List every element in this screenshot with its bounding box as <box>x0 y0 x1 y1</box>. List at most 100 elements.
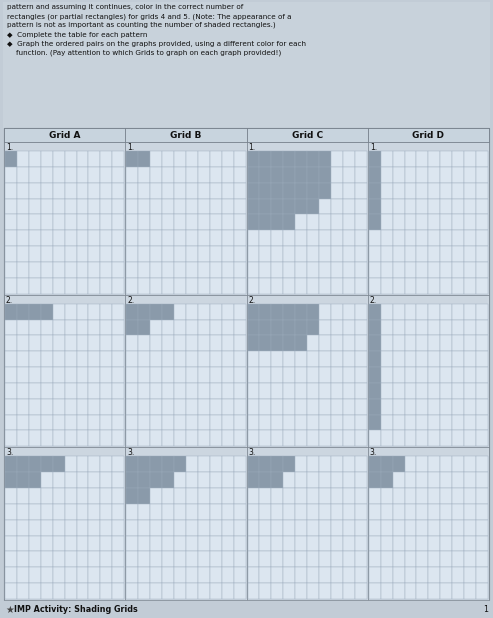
Bar <box>88 583 101 599</box>
Bar <box>476 320 488 336</box>
Bar <box>464 488 476 504</box>
Bar <box>392 167 405 183</box>
Bar <box>283 567 295 583</box>
Bar <box>369 198 381 214</box>
Bar <box>162 504 174 520</box>
Bar <box>319 167 331 183</box>
Bar <box>295 536 307 551</box>
Bar <box>174 567 186 583</box>
Bar <box>343 351 355 367</box>
Bar <box>138 472 150 488</box>
Bar <box>405 488 417 504</box>
Bar <box>174 198 186 214</box>
Bar <box>464 399 476 415</box>
Bar <box>198 520 210 536</box>
Bar <box>88 431 101 446</box>
Bar <box>307 167 319 183</box>
Bar <box>392 415 405 431</box>
Bar <box>198 198 210 214</box>
Bar <box>5 303 17 320</box>
Bar <box>234 367 246 383</box>
Bar <box>65 198 76 214</box>
Bar <box>186 262 198 278</box>
Bar <box>464 520 476 536</box>
Bar <box>331 567 343 583</box>
Bar <box>295 583 307 599</box>
Bar <box>405 278 417 294</box>
Bar <box>53 351 65 367</box>
Bar <box>307 431 319 446</box>
Bar <box>259 536 271 551</box>
Bar <box>65 551 76 567</box>
Bar <box>101 278 112 294</box>
Bar <box>369 415 381 431</box>
Bar <box>319 351 331 367</box>
Bar <box>186 246 198 262</box>
Bar <box>101 567 112 583</box>
Bar <box>440 278 452 294</box>
Bar <box>307 367 319 383</box>
Bar <box>112 567 124 583</box>
Bar <box>65 431 76 446</box>
Bar <box>247 488 259 504</box>
Bar <box>174 399 186 415</box>
Bar <box>428 520 440 536</box>
Bar <box>138 351 150 367</box>
Bar <box>259 231 271 246</box>
Bar <box>101 536 112 551</box>
Bar <box>247 246 259 262</box>
Bar <box>307 183 319 198</box>
Bar <box>319 383 331 399</box>
Bar <box>150 551 162 567</box>
Bar <box>355 183 367 198</box>
Bar <box>259 246 271 262</box>
Bar <box>29 336 41 351</box>
Bar <box>17 151 29 167</box>
Bar <box>259 415 271 431</box>
Bar <box>198 472 210 488</box>
Bar <box>5 246 17 262</box>
Bar <box>112 198 124 214</box>
Bar <box>29 262 41 278</box>
Text: ◆  Complete the table for each pattern: ◆ Complete the table for each pattern <box>7 32 147 38</box>
Bar <box>41 278 53 294</box>
Bar <box>343 567 355 583</box>
Bar <box>283 488 295 504</box>
Bar <box>210 151 222 167</box>
Bar <box>4 128 125 142</box>
Bar <box>428 431 440 446</box>
Bar <box>247 567 259 583</box>
Bar <box>5 520 17 536</box>
Bar <box>198 456 210 472</box>
Text: 2.: 2. <box>248 295 256 305</box>
Bar <box>440 551 452 567</box>
Bar <box>259 551 271 567</box>
Bar <box>271 367 283 383</box>
Bar <box>126 567 138 583</box>
Bar <box>101 167 112 183</box>
Bar <box>405 536 417 551</box>
Bar <box>162 367 174 383</box>
Bar <box>392 472 405 488</box>
Bar <box>355 488 367 504</box>
Bar <box>29 456 41 472</box>
Bar <box>392 278 405 294</box>
Bar <box>186 183 198 198</box>
Bar <box>476 488 488 504</box>
Bar <box>29 231 41 246</box>
Bar <box>5 488 17 504</box>
Bar <box>259 488 271 504</box>
Bar <box>428 262 440 278</box>
Bar <box>452 383 464 399</box>
Bar <box>369 303 381 320</box>
Bar <box>440 167 452 183</box>
Bar <box>476 504 488 520</box>
Bar <box>295 367 307 383</box>
Bar <box>53 167 65 183</box>
Bar <box>440 231 452 246</box>
Bar <box>331 198 343 214</box>
Bar <box>476 551 488 567</box>
Bar <box>65 183 76 198</box>
Bar <box>343 262 355 278</box>
Bar <box>222 504 234 520</box>
